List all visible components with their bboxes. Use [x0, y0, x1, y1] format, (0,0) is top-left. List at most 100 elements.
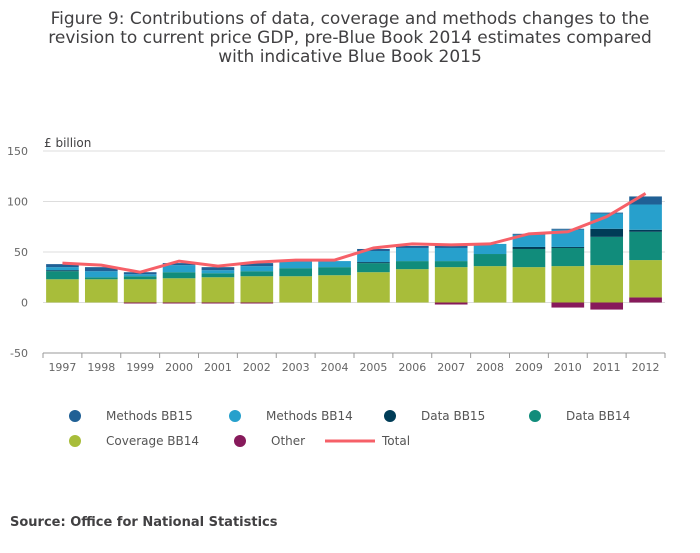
bar	[240, 271, 274, 277]
bar	[434, 267, 468, 303]
bar	[629, 196, 662, 205]
bar	[357, 263, 390, 273]
bar	[318, 275, 351, 303]
x-tick-label: 2006	[398, 361, 426, 374]
bar	[201, 302, 235, 304]
x-tick-label: 2009	[515, 361, 543, 374]
x-tick-label: 2002	[243, 361, 271, 374]
bar	[201, 267, 235, 271]
bar	[629, 231, 662, 261]
x-tick-label: 2007	[437, 361, 465, 374]
bar	[590, 213, 624, 229]
bar	[123, 276, 157, 280]
bar	[240, 302, 274, 304]
bar	[473, 243, 507, 255]
bar	[240, 263, 274, 267]
bar	[629, 229, 662, 232]
x-tick-label: 1997	[48, 361, 76, 374]
bar	[512, 267, 546, 303]
bar	[46, 267, 79, 271]
bar	[512, 246, 546, 249]
bar	[162, 302, 196, 304]
bar	[162, 265, 196, 273]
legend-label: Methods BB15	[106, 409, 193, 423]
legend-swatch	[529, 410, 541, 422]
bar	[279, 268, 313, 277]
bar	[279, 261, 313, 269]
legend-swatch	[384, 410, 396, 422]
bar	[201, 270, 235, 274]
x-tick-label: 1998	[87, 361, 115, 374]
bar	[84, 279, 118, 303]
bar	[434, 302, 468, 305]
y-axis-title: £ billion	[44, 136, 91, 150]
bar	[46, 264, 79, 268]
bar	[201, 277, 235, 303]
x-tick-label: 2005	[359, 361, 387, 374]
bar	[434, 261, 468, 268]
bar	[590, 236, 624, 266]
chart-title: Figure 9: Contributions of data, coverag…	[48, 9, 652, 67]
bar	[46, 271, 79, 280]
bar	[551, 266, 585, 303]
bar	[551, 229, 585, 247]
bar	[240, 266, 274, 272]
x-tick-label: 2003	[282, 361, 310, 374]
bar	[629, 204, 662, 230]
bar	[357, 248, 390, 251]
bar	[590, 228, 624, 237]
legend-label: Total	[381, 434, 410, 448]
x-tick-label: 2001	[204, 361, 232, 374]
bar	[162, 263, 196, 266]
y-tick-label: 100	[7, 196, 28, 209]
bar	[357, 262, 390, 264]
x-tick-label: 2011	[593, 361, 621, 374]
legend-label: Other	[271, 434, 305, 448]
bar	[318, 261, 351, 268]
x-tick-label: 2010	[554, 361, 582, 374]
bar	[240, 276, 274, 303]
bar	[551, 247, 585, 267]
bar	[629, 260, 662, 298]
bar	[551, 302, 585, 308]
bar	[512, 234, 546, 247]
bar	[512, 248, 546, 268]
bar	[123, 302, 157, 304]
bar	[46, 270, 79, 272]
source: Source: Office for National Statistics	[10, 515, 278, 530]
bar	[201, 273, 235, 278]
x-tick-label: 2000	[165, 361, 193, 374]
bar	[162, 278, 196, 303]
bar	[84, 271, 118, 278]
bar	[395, 247, 429, 262]
bar	[590, 302, 624, 310]
bar	[123, 274, 157, 277]
bar	[318, 267, 351, 276]
bar	[590, 265, 624, 303]
bar	[357, 250, 390, 263]
legend-label: Coverage BB14	[106, 434, 199, 448]
legend-label: Data BB14	[566, 409, 630, 423]
bar	[473, 266, 507, 303]
legend-label: Methods BB14	[266, 409, 353, 423]
bar	[473, 254, 507, 267]
bar	[395, 245, 429, 248]
legend-swatch	[69, 410, 81, 422]
bar	[434, 244, 468, 248]
bar	[551, 246, 585, 248]
bar	[46, 279, 79, 303]
y-tick-label: -50	[10, 347, 28, 360]
y-tick-label: 0	[21, 297, 28, 310]
bar	[395, 269, 429, 303]
bar	[629, 297, 662, 303]
legend-label: Data BB15	[421, 409, 485, 423]
legend-swatch	[229, 410, 241, 422]
bar	[551, 228, 585, 230]
x-tick-label: 2008	[476, 361, 504, 374]
x-tick-label: 1999	[126, 361, 154, 374]
legend-swatch	[69, 435, 81, 447]
bar	[279, 276, 313, 303]
bar	[84, 267, 118, 272]
line	[62, 192, 647, 274]
